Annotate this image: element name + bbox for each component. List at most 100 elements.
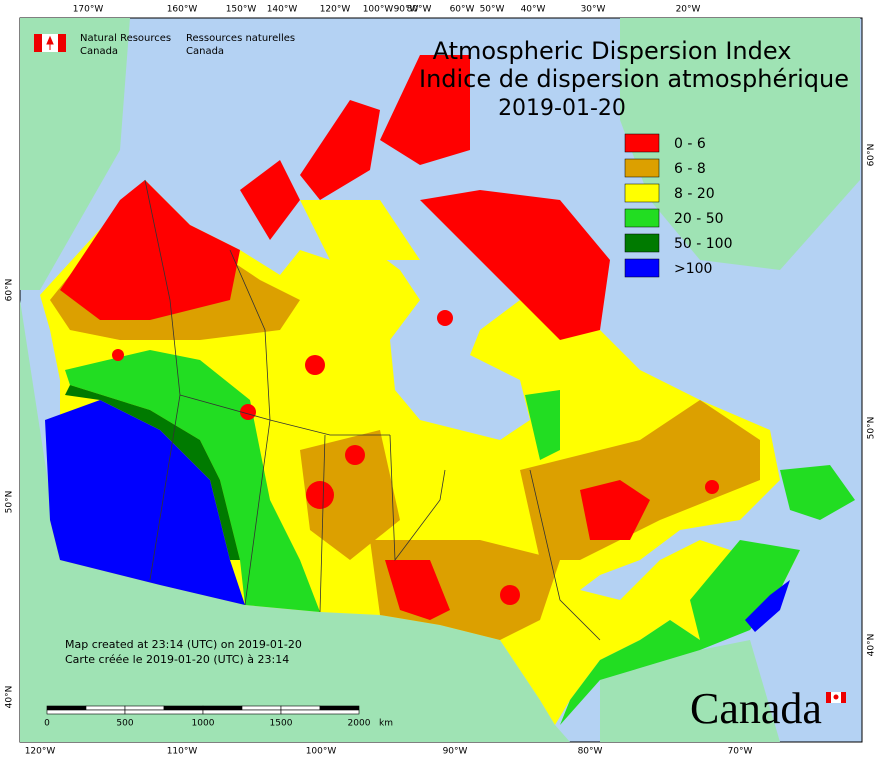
hotspot xyxy=(437,310,453,326)
lon-label: 80°W xyxy=(407,5,432,15)
canada-wordmark: Canada xyxy=(690,684,846,733)
region-over-100 xyxy=(745,580,790,632)
legend-swatch xyxy=(624,258,660,278)
legend: 0 - 6 6 - 8 8 - 20 20 - 50 50 - 100 >100 xyxy=(624,133,733,278)
region-20-50 xyxy=(560,540,800,725)
legend-swatch xyxy=(624,233,660,253)
lat-label: 50°N xyxy=(5,491,15,514)
arctic-island xyxy=(300,100,380,200)
scale-segment xyxy=(319,705,360,711)
lon-label: 100°W xyxy=(363,5,394,15)
legend-label: >100 xyxy=(674,261,712,277)
legend-label: 20 - 50 xyxy=(674,211,724,227)
region-over-100 xyxy=(45,400,245,605)
scale-segment xyxy=(46,709,126,715)
region-20-50 xyxy=(65,350,320,612)
hotspot xyxy=(112,349,124,361)
scale-segment xyxy=(280,705,321,711)
legend-swatch xyxy=(624,183,660,203)
border xyxy=(389,434,446,562)
flag-leaf xyxy=(833,694,839,700)
legend-label: 6 - 8 xyxy=(674,161,706,177)
greenland xyxy=(620,18,860,270)
lat-label: 40°N xyxy=(5,686,15,709)
legend-label: 50 - 100 xyxy=(674,236,733,252)
region-6-8 xyxy=(520,400,760,560)
flag-bar xyxy=(58,34,66,52)
org-fr: Ressources naturelles xyxy=(186,33,295,44)
org-en: Natural Resources xyxy=(80,33,171,44)
alaska xyxy=(20,18,130,290)
scale-segment xyxy=(124,705,165,711)
flag-bar xyxy=(826,692,831,703)
hotspot xyxy=(240,404,256,420)
legend-label: 8 - 20 xyxy=(674,186,715,202)
hotspot xyxy=(345,445,365,465)
lon-label: 80°W xyxy=(578,747,603,757)
border xyxy=(144,179,181,581)
scale-label: 500 xyxy=(116,719,133,729)
lon-label: 60°W xyxy=(450,5,475,15)
lon-label: 170°W xyxy=(73,5,104,15)
footer: Map created at 23:14 (UTC) on 2019-01-20 xyxy=(65,638,302,651)
graticule-labels: 170°W 160°W 150°W 140°W 120°W 100°W 90°W80°W 60… xyxy=(5,5,877,757)
lon-label: 50°W xyxy=(480,5,505,15)
lon-label: 90°W xyxy=(394,5,419,15)
hotspot xyxy=(500,585,520,605)
hotspot xyxy=(705,480,719,494)
region-0-6 xyxy=(60,180,240,320)
legend-swatch xyxy=(624,133,660,153)
scale-segment xyxy=(85,705,126,711)
org-en: Canada xyxy=(80,46,118,57)
region-20-50 xyxy=(525,390,560,460)
lat-label: 40°N xyxy=(867,634,877,657)
lon-label: 30°W xyxy=(581,5,606,15)
scale-segment xyxy=(163,705,204,711)
lat-label: 60°N xyxy=(867,144,877,167)
lon-label: 40°W xyxy=(521,5,546,15)
scale-segment xyxy=(124,709,204,715)
scale-label: 1500 xyxy=(270,719,293,729)
flag-bar xyxy=(34,34,42,52)
scale-label: 2000 xyxy=(348,719,371,729)
nrcan-signature: Natural Resources Canada Ressources natu… xyxy=(34,33,295,57)
lon-label: 110°W xyxy=(167,747,198,757)
lat-label: 60°N xyxy=(5,279,15,302)
lon-label: 20°W xyxy=(676,5,701,15)
scale-segment xyxy=(280,709,360,715)
lon-label: 120°W xyxy=(320,5,351,15)
footer: Carte créée le 2019-01-20 (UTC) à 23:14 xyxy=(65,653,289,666)
usa-land xyxy=(20,18,570,742)
flag-leaf xyxy=(46,35,54,50)
region-0-6 xyxy=(385,560,450,620)
legend-swatch xyxy=(624,208,660,228)
border xyxy=(179,394,390,436)
lon-label: 70°W xyxy=(728,747,753,757)
title: Atmospheric Dispersion Index xyxy=(433,37,792,65)
hotspot xyxy=(306,481,334,509)
wordmark: Canada xyxy=(690,684,822,733)
scale-label: 0 xyxy=(44,719,50,729)
borders xyxy=(144,179,601,641)
region-6-8 xyxy=(300,430,400,560)
dispersion-regions xyxy=(40,55,855,725)
arctic-island xyxy=(240,160,300,240)
border xyxy=(319,434,326,613)
border xyxy=(529,469,601,641)
usa-east-land xyxy=(600,640,780,742)
scale-label: 1000 xyxy=(192,719,215,729)
scale-bar: 0 500 1000 1500 2000 km xyxy=(44,705,393,729)
hotspot xyxy=(305,355,325,375)
org-fr: Canada xyxy=(186,46,224,57)
lon-label: 140°W xyxy=(267,5,298,15)
arctic-island xyxy=(380,55,470,165)
lat-label: 50°N xyxy=(867,417,877,440)
lon-label: 160°W xyxy=(167,5,198,15)
scale-segment xyxy=(46,705,87,711)
region-50-100 xyxy=(65,385,240,560)
baffin-island xyxy=(420,190,610,340)
lon-label: 90°W xyxy=(443,747,468,757)
scale-segment xyxy=(241,705,282,711)
border xyxy=(229,249,271,606)
